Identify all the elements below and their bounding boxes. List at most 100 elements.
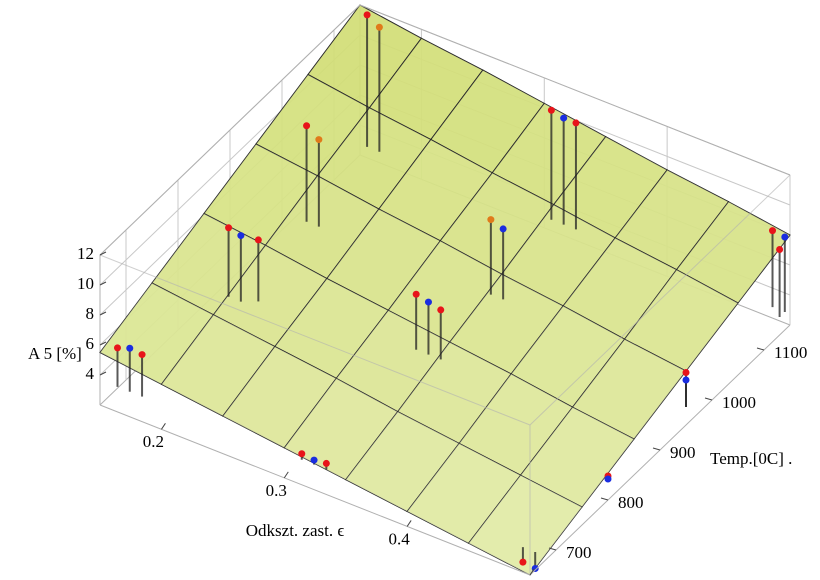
surface-shade [213,245,327,347]
surface-shade [615,169,729,270]
surface-shade [553,136,668,238]
y-tick-label: 800 [618,493,644,512]
box-edge [99,404,531,576]
surface-shade [336,310,450,412]
tick-mark [99,281,107,286]
surface-shade [378,139,493,241]
data-point [572,119,580,127]
tick-mark [652,447,661,451]
surface-shade [308,5,422,108]
data-point [682,376,690,384]
surface-shade [563,237,677,340]
tick-mark [529,568,535,576]
surface-shade [492,103,606,205]
surface-shade [152,213,266,315]
tick-mark [99,371,107,376]
tick-mark [99,341,107,346]
y-tick-label: 900 [670,443,696,462]
box-edge [99,4,361,256]
surface-shade [265,175,379,279]
z-tick-label: 6 [86,334,95,353]
surface-shade [369,38,483,140]
data-point [138,351,146,359]
tick-mark [704,397,713,401]
data-points [113,11,789,572]
surface-shade [676,201,790,303]
data-point [776,246,784,253]
data-point [363,11,371,19]
data-point [113,344,121,352]
x-axis-label: Odkszt. zast. ϵ [246,521,345,540]
data-point [781,233,789,241]
surface-shade [284,378,398,480]
data-point [769,227,777,235]
surface-shade [407,443,521,544]
surface-shade [440,172,554,275]
data-point [254,236,262,244]
tick-mark [99,311,107,316]
box-edge [359,4,791,176]
tick-mark [756,347,765,351]
data-point [298,450,306,458]
data-point [322,459,330,467]
data-point [437,306,445,314]
data-point [424,298,432,306]
surface-shade [274,278,389,379]
data-point [375,23,383,31]
surface-shade [256,74,370,176]
x-tick-label: 0.4 [389,529,411,548]
box-edge [99,254,531,426]
y-axis-label: Temp.[0C] . [710,449,792,468]
data-point [310,456,318,464]
surface-shade [468,475,582,575]
surface-shade [317,107,431,210]
surface-shade [345,411,460,512]
surface-shade [449,274,564,374]
tick-mark [548,547,557,551]
tick-mark [600,497,609,501]
x-tick-label: 0.2 [143,432,164,451]
data-point [519,558,527,566]
data-point [412,290,420,298]
surface-shade [430,70,545,173]
tick-mark [161,423,166,430]
surface-shade [511,305,625,408]
box-edge [529,174,791,426]
surface-shade [520,407,634,507]
labels: 4 6 8 10 12 0.2 0.3 0.4 0.5 700 800 900 1000 1100 Odks… [28,244,807,580]
data-point [547,106,555,114]
x-tick-label: 0.5 [511,578,532,580]
x-tick-label: 0.3 [266,481,287,500]
surface-shade [222,346,337,448]
surface [99,4,791,576]
surface-shade [204,144,318,246]
y-tick-label: 1000 [722,393,756,412]
tick-mark [406,520,412,527]
data-point [303,122,311,130]
z-tick-label: 12 [77,244,94,263]
surface-shade [397,342,512,444]
data-point [487,216,495,224]
data-point [315,136,323,144]
y-tick-label: 1100 [774,343,807,362]
data-point [499,225,507,233]
tick-mark [283,471,289,479]
data-point [682,369,690,376]
data-point [237,232,245,240]
y-tick-label: 700 [566,543,592,562]
data-point [560,114,568,122]
box-front [99,4,791,576]
data-point [604,475,612,483]
tick-mark [99,251,107,256]
surface-shade [326,209,441,311]
z-tick-label: 4 [86,364,95,383]
surface-shade [501,204,616,306]
surface-shade [459,373,573,476]
z-tick-label: 8 [86,304,95,323]
z-axis-label: A 5 [%] [28,344,82,363]
surface-shade [624,269,738,371]
surface-shade [100,283,214,385]
z-tick-label: 10 [77,274,94,293]
data-point [225,224,233,232]
surface-shade [572,339,686,439]
